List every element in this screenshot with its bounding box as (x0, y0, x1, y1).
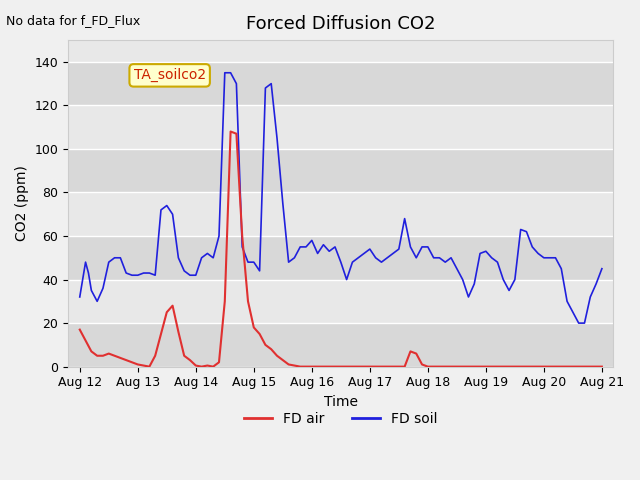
Bar (68, 149, 614, 192)
FD soil (175, 255, 182, 261)
Bar (68, 192, 614, 236)
FD soil (221, 70, 228, 76)
Legend: FD air, FD soil: FD air, FD soil (239, 407, 443, 432)
FD air (105, 351, 113, 357)
FD soil (151, 272, 159, 278)
Line: FD air: FD air (80, 132, 602, 367)
FD soil (76, 294, 84, 300)
FD soil (493, 259, 501, 265)
Bar (68, 106, 614, 149)
FD soil (134, 272, 141, 278)
Text: No data for f_FD_Flux: No data for f_FD_Flux (6, 14, 141, 27)
FD soil (337, 259, 345, 265)
Bar (68, 323, 614, 367)
Text: TA_soilco2: TA_soilco2 (134, 68, 205, 83)
Y-axis label: CO2 (ppm): CO2 (ppm) (15, 166, 29, 241)
FD air (598, 364, 605, 370)
FD soil (442, 259, 449, 265)
FD air (122, 357, 130, 363)
FD air (244, 299, 252, 304)
Bar (68, 236, 614, 279)
FD soil (575, 320, 582, 326)
FD air (482, 364, 490, 370)
FD air (145, 364, 153, 370)
FD air (76, 327, 84, 333)
Bar (68, 62, 614, 106)
X-axis label: Time: Time (324, 395, 358, 409)
Line: FD soil: FD soil (80, 73, 602, 323)
FD soil (598, 266, 605, 272)
Title: Forced Diffusion CO2: Forced Diffusion CO2 (246, 15, 436, 33)
FD air (227, 129, 234, 134)
FD air (378, 364, 385, 370)
Bar (68, 279, 614, 323)
FD air (262, 342, 269, 348)
